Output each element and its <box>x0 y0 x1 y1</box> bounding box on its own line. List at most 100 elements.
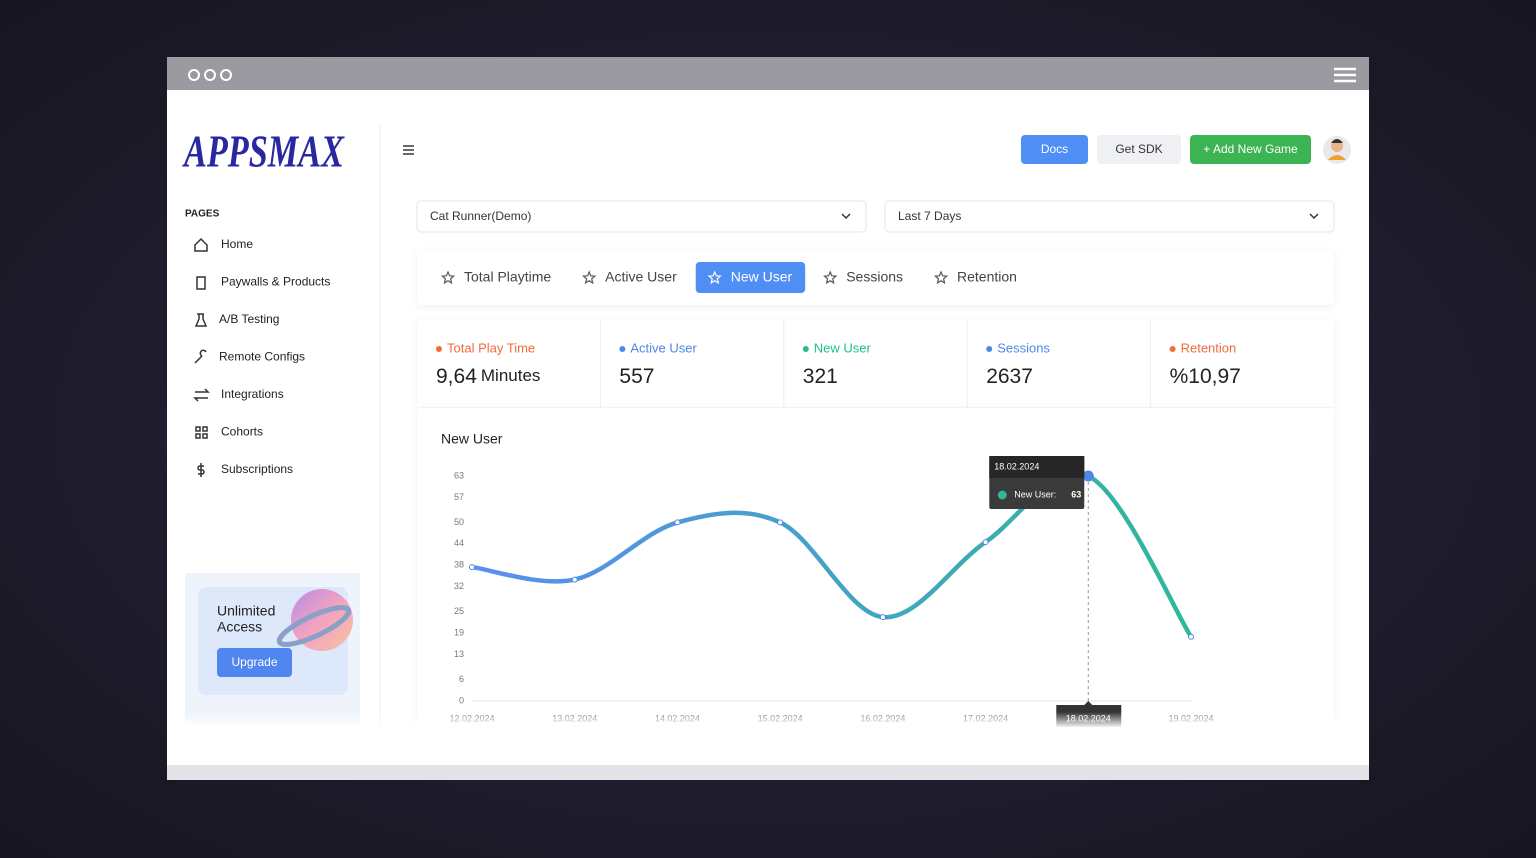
tab-icon <box>707 270 722 285</box>
tooltip-header <box>989 456 1085 478</box>
data-point <box>982 539 989 546</box>
section-label: PAGES <box>185 209 220 220</box>
stat-number: 9,64 <box>436 365 477 388</box>
y-tick-label: 0 <box>459 695 464 705</box>
tooltip-dot <box>997 490 1007 500</box>
stat-dot <box>436 346 442 352</box>
game-select[interactable] <box>416 200 867 233</box>
nav-item[interactable]: Remote Configs <box>219 350 305 364</box>
avatar[interactable] <box>1323 136 1351 164</box>
chevron <box>1309 213 1319 220</box>
stat-dot <box>619 346 626 352</box>
stat-number: 557 <box>619 365 654 388</box>
nav-item[interactable]: A/B Testing <box>219 312 279 326</box>
stat-value: %10,97 <box>1170 365 1241 388</box>
nav-item[interactable]: Home <box>221 237 253 251</box>
add-game-label[interactable]: + Add New Game <box>1203 142 1298 156</box>
title-bar <box>167 57 1369 90</box>
range-select-label[interactable]: Last 7 Days <box>898 209 961 223</box>
nav-icon <box>194 313 208 327</box>
hamburger[interactable] <box>403 145 414 155</box>
tab-active-bg[interactable] <box>695 262 806 293</box>
stat-label: Retention <box>1181 340 1237 355</box>
stat-value: 2637 <box>986 365 1033 388</box>
chart-card <box>417 408 1334 738</box>
chart-title: New User <box>441 431 503 447</box>
stat-unit: Minutes <box>481 366 541 385</box>
y-tick-label: 38 <box>454 560 464 570</box>
nav-icon <box>193 388 210 402</box>
nav-item[interactable]: Cohorts <box>221 425 263 439</box>
stat-value: 9,64 Minutes <box>436 365 540 388</box>
data-point <box>879 614 886 621</box>
stat-value: 557 <box>619 365 654 388</box>
data-point <box>571 576 578 583</box>
nav-item[interactable]: Subscriptions <box>221 462 293 476</box>
upgrade-button[interactable] <box>217 648 292 677</box>
promo-title: Access <box>217 619 262 635</box>
stat-label: Sessions <box>997 340 1050 355</box>
tab[interactable]: Total Playtime <box>464 269 551 285</box>
data-point <box>1188 633 1194 640</box>
stat-dot <box>1169 346 1176 352</box>
y-tick-label: 50 <box>454 517 464 527</box>
logo[interactable]: APPSMAX <box>182 126 345 177</box>
tab-icon <box>440 270 456 285</box>
sdk-button[interactable] <box>1097 135 1181 164</box>
stat-value: 321 <box>803 365 838 388</box>
y-tick-label: 32 <box>454 581 464 591</box>
nav-item[interactable]: Paywalls & Products <box>221 275 330 289</box>
tab[interactable]: Active User <box>605 269 677 285</box>
tab[interactable]: New User <box>731 269 793 285</box>
tab[interactable]: Sessions <box>846 269 903 285</box>
stat-label: Total Play Time <box>447 340 535 355</box>
planet <box>276 589 353 651</box>
stats-panel <box>417 320 1334 407</box>
tabs-panel <box>417 250 1334 305</box>
tab-icon <box>823 270 838 285</box>
nav-icon <box>195 426 208 439</box>
tooltip-label: New User: <box>1014 489 1056 499</box>
docs-button[interactable] <box>1021 135 1088 164</box>
stat-dot <box>802 346 809 352</box>
y-tick-label: 6 <box>459 674 464 684</box>
stat-label: Active User <box>630 340 697 355</box>
add-game-button[interactable] <box>1190 135 1311 164</box>
y-tick-label: 63 <box>454 470 464 480</box>
range-select[interactable] <box>884 200 1335 233</box>
stat-label: New User <box>814 340 872 355</box>
nav-icon <box>194 349 207 364</box>
y-tick-label: 25 <box>454 606 464 616</box>
chevron <box>841 213 851 220</box>
nav-icon <box>197 463 205 477</box>
tab-icon <box>581 270 597 285</box>
tab[interactable]: Retention <box>957 269 1017 285</box>
upgrade-label[interactable]: Upgrade <box>231 655 277 669</box>
sdk-label[interactable]: Get SDK <box>1115 142 1162 156</box>
window-bottom <box>167 727 1369 765</box>
game-select-label[interactable]: Cat Runner(Demo) <box>430 209 531 223</box>
status-bar <box>167 765 1369 780</box>
y-tick-label: 19 <box>454 628 464 638</box>
y-tick-label: 13 <box>454 649 464 659</box>
nav-item[interactable]: Integrations <box>221 387 284 401</box>
stat-number: %10,97 <box>1170 365 1241 388</box>
nav-icon <box>196 276 206 290</box>
data-point <box>777 519 784 526</box>
stat-number: 2637 <box>986 365 1033 388</box>
stat-number: 321 <box>803 365 838 388</box>
tabs: Total Playtime Active User New User Session… <box>440 262 1017 293</box>
y-tick-label: 44 <box>454 538 464 548</box>
tooltip-date: 18.02.2024 <box>994 461 1039 471</box>
y-tick-label: 57 <box>454 492 464 502</box>
docs-label[interactable]: Docs <box>1041 142 1068 156</box>
data-point <box>469 564 475 571</box>
nav-icon <box>194 237 208 252</box>
window-menu[interactable] <box>1334 67 1356 83</box>
promo-title: Unlimited <box>217 603 275 619</box>
stats: Total Play Time 9,64 Minutes Active User 557… <box>436 320 1241 407</box>
fade <box>167 712 1369 728</box>
data-point <box>674 519 681 526</box>
